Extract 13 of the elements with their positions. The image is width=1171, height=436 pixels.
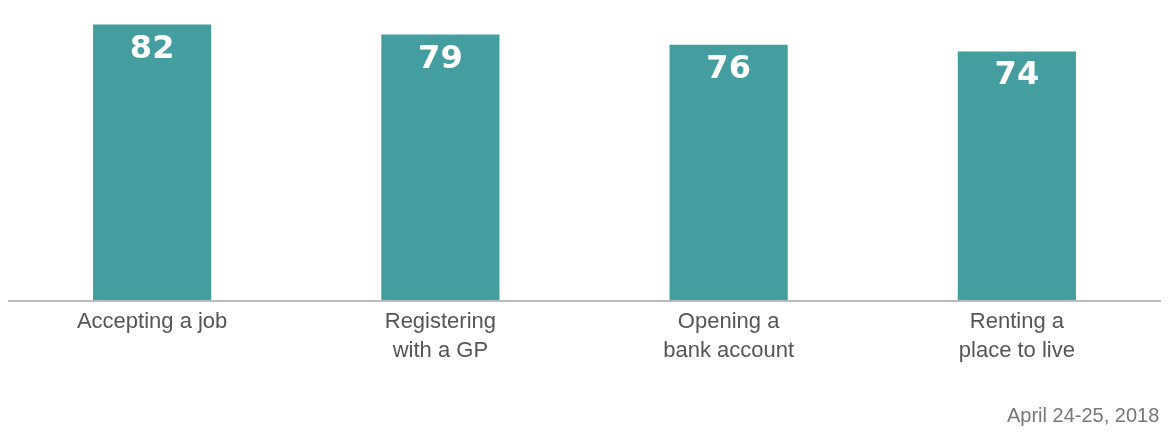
x-tick-label: Accepting a job [76,307,228,333]
bar [957,51,1076,300]
data-label: 79 [418,37,463,76]
bar [381,34,500,300]
data-label: 82 [129,27,175,66]
x-tick-label: Registering with a GP [384,307,497,362]
data-label: 74 [994,54,1040,93]
bar [93,24,212,300]
x-tick-label: Renting a place to live [958,307,1075,362]
bar [669,44,788,300]
x-tick-label: Opening a bank account [663,307,795,362]
data-label: 76 [706,47,751,86]
text: April 24-25, 2018 [1007,404,1160,426]
